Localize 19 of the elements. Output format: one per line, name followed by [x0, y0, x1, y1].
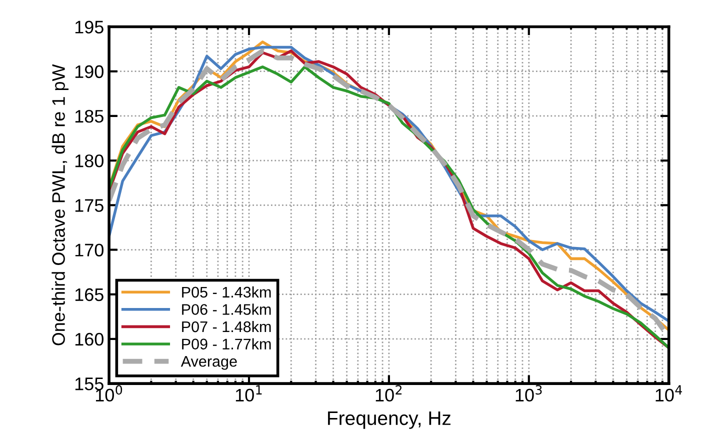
x-tick-label: 10$^{1}$	[236, 385, 262, 402]
y-tick-label: 170	[75, 244, 104, 256]
x-tick-label: 10$^{4}$	[656, 385, 682, 402]
y-tick-label: 195	[75, 20, 104, 34]
y-axis-title: One-third Octave PWL, dB re 1 pW	[52, 64, 69, 346]
y-tick-label: 185	[75, 110, 104, 123]
y-tick-label: 190	[75, 65, 104, 78]
legend-label: P06 - 1.45km	[182, 304, 271, 315]
legend-label: Average	[180, 356, 237, 370]
x-tick-label: 10$^{3}$	[516, 385, 542, 402]
y-tick-label: 175	[75, 199, 104, 212]
y-tick-label: 180	[75, 154, 104, 168]
legend-label: P07 - 1.48km	[182, 320, 271, 332]
y-tick-label: 160	[75, 332, 104, 346]
legend-label: P09 - 1.77km	[182, 338, 271, 350]
legend-label: P05 - 1.43km	[182, 286, 271, 298]
y-tick-label: 165	[75, 288, 104, 302]
x-tick-label: 10$^{2}$	[376, 385, 402, 402]
x-axis-title: Frequency, Hz	[328, 412, 450, 429]
